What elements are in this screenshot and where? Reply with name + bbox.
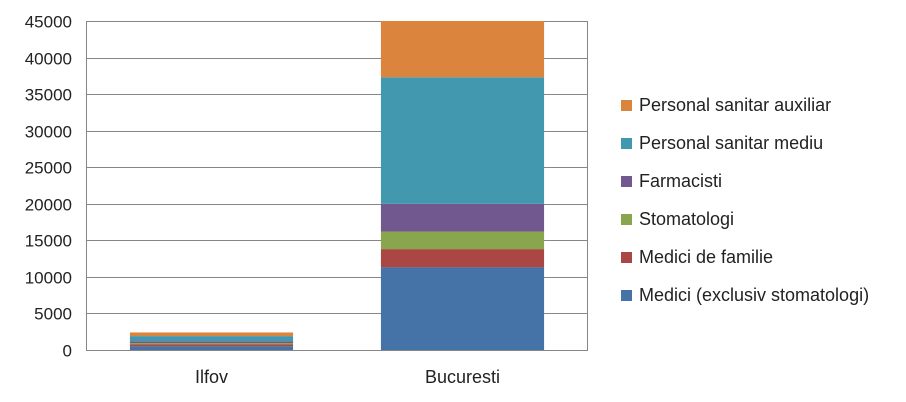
x-category-label: Bucuresti bbox=[425, 367, 500, 387]
y-tick-label: 10000 bbox=[25, 269, 72, 288]
legend-label: Personal sanitar auxiliar bbox=[639, 95, 831, 115]
bar-stacks bbox=[129, 21, 545, 350]
y-tick-label: 45000 bbox=[25, 13, 72, 32]
legend-swatch bbox=[621, 100, 632, 111]
bar-segment bbox=[129, 343, 294, 345]
bar-segment bbox=[380, 267, 545, 350]
legend-swatch bbox=[621, 252, 632, 263]
legend-swatch bbox=[621, 138, 632, 149]
y-tick-label: 30000 bbox=[25, 123, 72, 142]
bar-segment bbox=[129, 344, 294, 347]
legend-label: Medici de familie bbox=[639, 247, 773, 267]
y-tick-label: 0 bbox=[63, 342, 72, 361]
y-tick-label: 20000 bbox=[25, 196, 72, 215]
y-tick-label: 25000 bbox=[25, 159, 72, 178]
x-category-label: Ilfov bbox=[195, 367, 228, 387]
x-axis-category-labels: Ilfov Bucuresti bbox=[195, 367, 500, 387]
legend-label: Stomatologi bbox=[639, 209, 734, 229]
legend-label: Medici (exclusiv stomatologi) bbox=[639, 285, 869, 305]
legend-swatch bbox=[621, 290, 632, 301]
bar-segment bbox=[380, 21, 545, 78]
bar-segment bbox=[380, 203, 545, 232]
bar-segment bbox=[129, 332, 294, 337]
legend-swatch bbox=[621, 214, 632, 225]
bar-segment bbox=[380, 231, 545, 250]
axes bbox=[86, 21, 588, 351]
legend-label: Personal sanitar mediu bbox=[639, 133, 823, 153]
bar-segment bbox=[129, 336, 294, 342]
y-tick-label: 40000 bbox=[25, 50, 72, 69]
legend-swatch bbox=[621, 176, 632, 187]
bar-segment bbox=[129, 346, 294, 350]
y-axis-tick-labels: 0 5000 10000 15000 20000 25000 30000 35000 40000… bbox=[25, 13, 72, 361]
bar-segment bbox=[380, 249, 545, 268]
legend: Personal sanitar auxiliar Personal sanita… bbox=[621, 95, 869, 305]
legend-label: Farmacisti bbox=[639, 171, 722, 191]
bar-segment bbox=[129, 341, 294, 344]
y-tick-label: 5000 bbox=[34, 305, 72, 324]
y-tick-label: 15000 bbox=[25, 232, 72, 251]
y-tick-label: 35000 bbox=[25, 86, 72, 105]
bar-segment bbox=[380, 77, 545, 204]
